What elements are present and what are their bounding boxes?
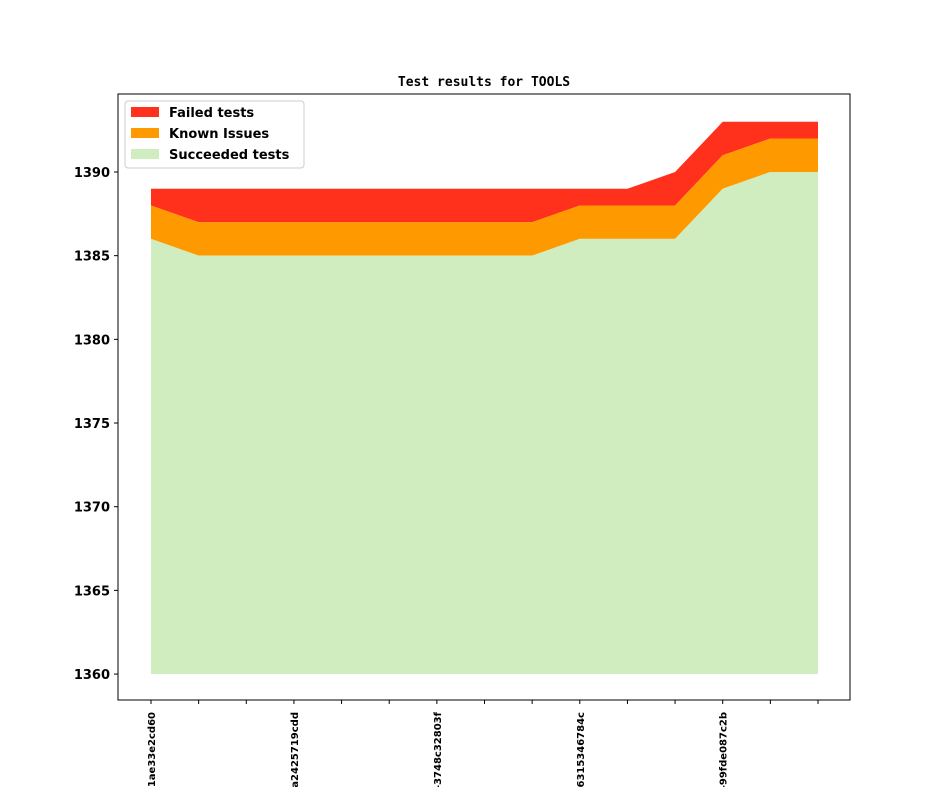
x-tick-label: a2425719cdd [290,712,301,787]
y-tick-label: 1380 [74,333,110,348]
legend-swatch [131,128,159,138]
area-known-issues [151,138,818,256]
legend-label: Known Issues [169,127,269,142]
y-tick-label: 1385 [74,250,110,265]
y-tick-label: 1370 [74,501,110,516]
legend-label: Succeeded tests [169,148,290,163]
areas [151,121,818,675]
y-axis: 1360 1365 1370 1375 1380 1385 1390 [74,166,118,683]
area-failed-tests [151,121,818,223]
legend-swatch [131,107,159,117]
y-tick-label: 1375 [74,417,110,432]
x-axis: -1ae33e2cd60 a2425719cdd -3748c32803f 63153… [147,700,819,787]
area-succeeded-tests [151,171,818,675]
x-tick-label: -1ae33e2cd60 [147,712,158,787]
legend-label: Failed tests [169,106,254,121]
legend-swatch [131,149,159,159]
x-tick-label: 631534678​4c [576,712,587,787]
y-tick-label: 1390 [74,166,110,181]
chart-title: Test results for TOOLS [398,75,570,90]
legend-box [124,100,305,169]
y-tick-label: 1360 [74,668,110,683]
x-tick-label: -99fde087c2b [719,712,730,787]
y-tick-label: 1365 [74,584,110,599]
x-tick-label: -3748c32803f [433,711,444,787]
legend: Failed tests Known Issues Succeeded tests [124,100,305,169]
